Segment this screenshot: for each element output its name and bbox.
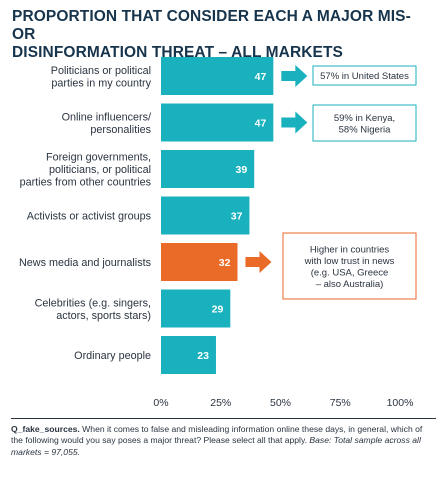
bar <box>161 150 255 188</box>
category-label: Politicians or political <box>51 65 151 77</box>
category-label: personalities <box>90 124 151 136</box>
x-tick-label: 25% <box>210 397 231 409</box>
category-label: Foreign governments, <box>46 152 151 164</box>
callout-box <box>282 232 417 300</box>
callout-arrow <box>281 65 308 87</box>
bar <box>161 196 250 235</box>
callout-text: with low trust in news <box>304 256 395 267</box>
bar <box>161 336 216 374</box>
bar-value-label: 23 <box>197 350 209 362</box>
category-label: parties in my country <box>51 77 151 89</box>
callout-arrow <box>245 251 272 273</box>
category-label: Celebrities (e.g. singers, <box>35 297 151 309</box>
bar-value-label: 29 <box>212 304 224 316</box>
callout-text: (e.g. USA, Greece <box>311 267 389 278</box>
category-label: actors, sports stars) <box>56 310 151 322</box>
bar <box>161 243 238 281</box>
callout-box <box>312 65 417 86</box>
x-tick-label: 75% <box>330 397 351 409</box>
callout-box <box>312 104 417 142</box>
x-tick-label: 50% <box>270 397 291 409</box>
callout-text: – also Australia) <box>316 279 384 290</box>
chart-title-line-2: DISINFORMATION THREAT – ALL MARKETS <box>12 44 343 61</box>
category-label: Online influencers/ <box>62 111 151 123</box>
callout-arrow <box>281 111 308 134</box>
bar-value-label: 47 <box>255 71 267 83</box>
footnote: Q_fake_sources. When it comes to false a… <box>11 418 436 458</box>
x-tick-label: 100% <box>387 397 414 409</box>
callout-text: 57% in United States <box>320 71 409 82</box>
bar <box>161 57 274 95</box>
bar-value-label: 39 <box>236 164 248 176</box>
bar-value-label: 47 <box>255 118 267 130</box>
x-tick-label: 0% <box>153 397 168 409</box>
footnote-question: When it comes to false and misleading in… <box>11 424 423 446</box>
category-label: Ordinary people <box>74 350 151 362</box>
bar <box>161 289 231 328</box>
category-label: News media and journalists <box>19 257 152 269</box>
callout-text: Higher in countries <box>310 244 389 255</box>
category-label: politicians, or political <box>49 164 151 176</box>
bar-value-label: 32 <box>219 257 231 269</box>
footnote-base: Base: Total sample across all markets = … <box>11 435 421 457</box>
callout-text: 59% in Kenya, <box>334 113 395 124</box>
footnote-label: Q_fake_sources. <box>11 424 80 434</box>
callout-text: 58% Nigeria <box>339 124 391 135</box>
category-label: Activists or activist groups <box>27 211 152 223</box>
chart-title-line-1: PROPORTION THAT CONSIDER EACH A MAJOR MI… <box>12 8 411 43</box>
chart-title: PROPORTION THAT CONSIDER EACH A MAJOR MI… <box>12 8 432 62</box>
bar-value-label: 37 <box>231 211 243 223</box>
category-label: parties from other countries <box>20 177 152 189</box>
bar <box>161 103 274 142</box>
